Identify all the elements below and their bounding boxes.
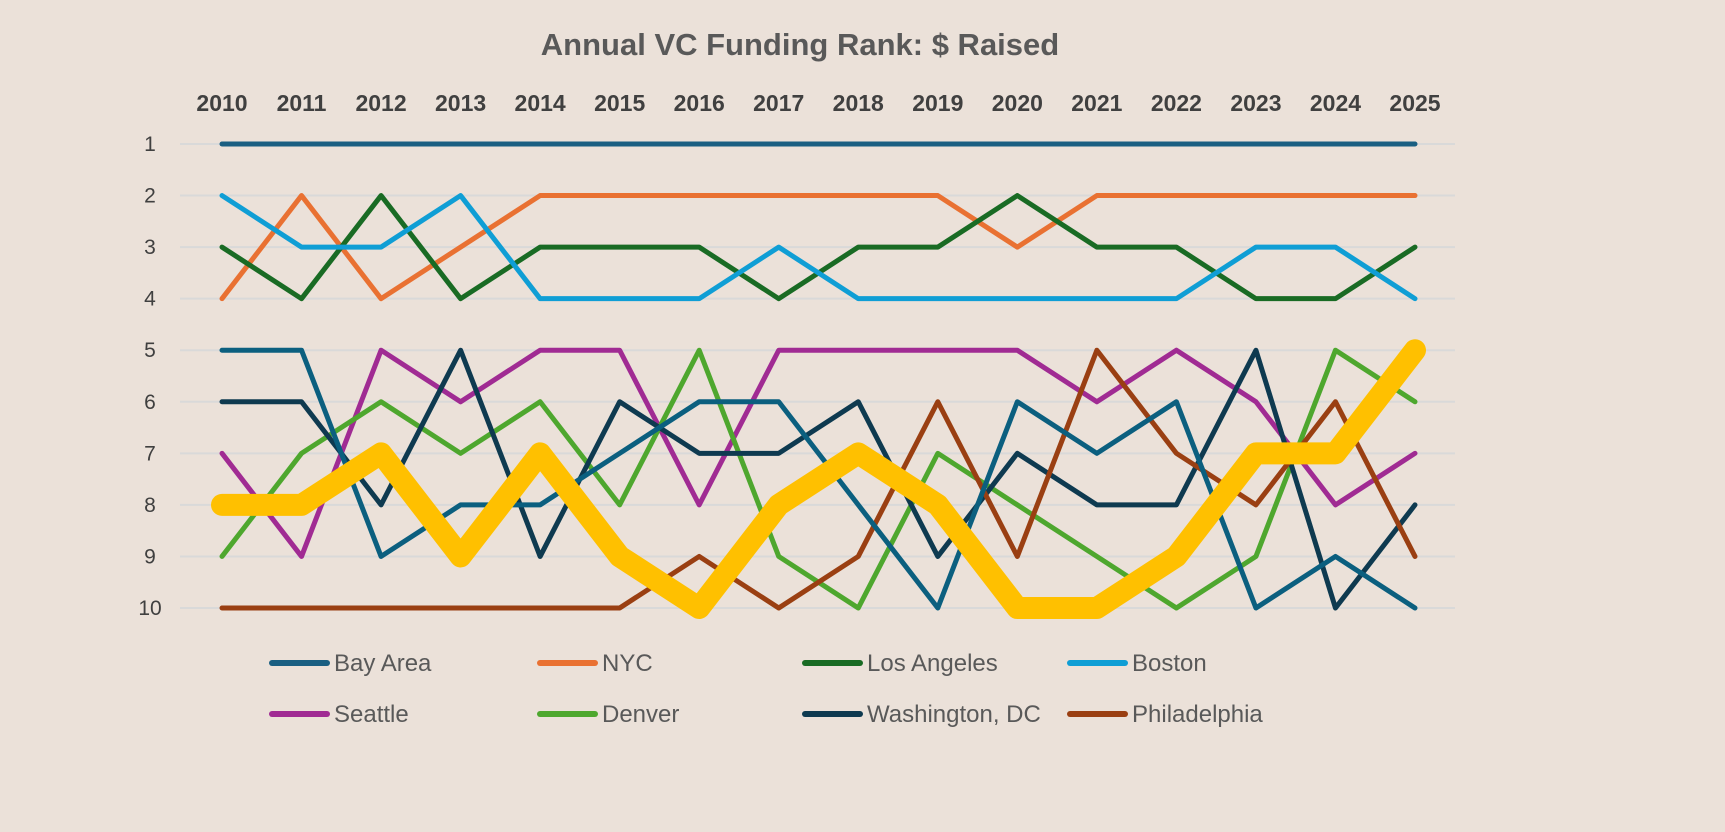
x-tick-label: 2010 bbox=[196, 90, 247, 116]
x-tick-label: 2013 bbox=[435, 90, 486, 116]
y-tick-label: 4 bbox=[144, 288, 156, 311]
y-tick-label: 1 bbox=[144, 133, 156, 156]
x-tick-label: 2023 bbox=[1230, 90, 1281, 116]
x-tick-label: 2022 bbox=[1151, 90, 1202, 116]
y-tick-label: 6 bbox=[144, 391, 156, 414]
x-tick-label: 2025 bbox=[1389, 90, 1440, 116]
y-tick-label: 3 bbox=[144, 236, 156, 259]
y-tick-label: 8 bbox=[144, 494, 156, 517]
series-line-nyc bbox=[219, 193, 1418, 302]
x-tick-label: 2015 bbox=[594, 90, 645, 116]
x-tick-label: 2020 bbox=[992, 90, 1043, 116]
series-line-unnamed- bbox=[211, 339, 1426, 619]
legend-label: Boston bbox=[1132, 650, 1207, 677]
series-line-washington-dc bbox=[219, 347, 1418, 611]
legend-label: Bay Area bbox=[334, 650, 432, 677]
y-tick-label: 9 bbox=[144, 545, 156, 568]
legend-label: Philadelphia bbox=[1132, 701, 1263, 728]
x-tick-label: 2017 bbox=[753, 90, 804, 116]
y-tick-label: 5 bbox=[144, 339, 156, 362]
y-tick-label: 10 bbox=[138, 597, 161, 620]
y-tick-label: 7 bbox=[144, 442, 156, 465]
series-line-philadelphia bbox=[219, 347, 1418, 611]
series-line-seattle bbox=[219, 347, 1418, 559]
legend-label: Seattle bbox=[334, 701, 409, 728]
chart-title: Annual VC Funding Rank: $ Raised bbox=[541, 27, 1059, 62]
legend-label: Washington, DC bbox=[867, 701, 1041, 728]
x-tick-label: 2011 bbox=[277, 90, 327, 116]
x-tick-label: 2012 bbox=[355, 90, 406, 116]
x-tick-label: 2014 bbox=[515, 90, 566, 116]
series-line-boston bbox=[219, 193, 1418, 302]
x-tick-label: 2018 bbox=[833, 90, 884, 116]
x-tick-label: 2024 bbox=[1310, 90, 1361, 116]
legend-label: Los Angeles bbox=[867, 650, 998, 677]
x-tick-label: 2016 bbox=[674, 90, 725, 116]
legend-label: Denver bbox=[602, 701, 679, 728]
x-tick-label: 2021 bbox=[1071, 90, 1122, 116]
y-tick-label: 2 bbox=[144, 185, 156, 208]
x-tick-label: 2019 bbox=[912, 90, 963, 116]
legend-label: NYC bbox=[602, 650, 653, 677]
